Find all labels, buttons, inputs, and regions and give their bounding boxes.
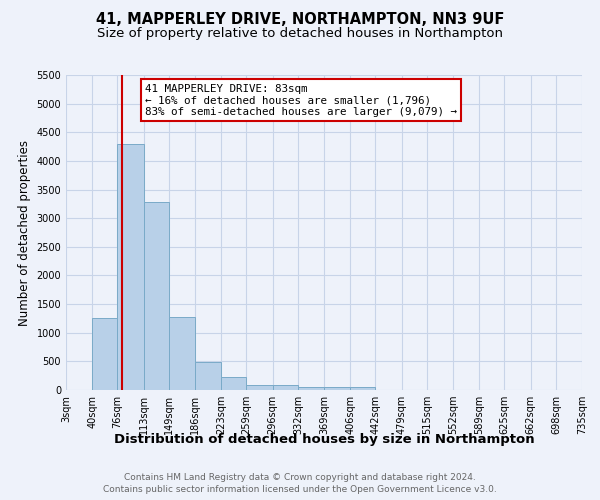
- Bar: [324, 387, 350, 390]
- Text: Distribution of detached houses by size in Northampton: Distribution of detached houses by size …: [113, 432, 535, 446]
- Bar: [350, 387, 376, 390]
- Text: 41, MAPPERLEY DRIVE, NORTHAMPTON, NN3 9UF: 41, MAPPERLEY DRIVE, NORTHAMPTON, NN3 9U…: [96, 12, 504, 28]
- Bar: [118, 144, 143, 390]
- Bar: [169, 316, 195, 390]
- Bar: [298, 387, 324, 390]
- Text: Contains public sector information licensed under the Open Government Licence v3: Contains public sector information licen…: [103, 485, 497, 494]
- Text: Size of property relative to detached houses in Northampton: Size of property relative to detached ho…: [97, 28, 503, 40]
- Bar: [143, 202, 169, 390]
- Y-axis label: Number of detached properties: Number of detached properties: [18, 140, 31, 326]
- Bar: [195, 362, 221, 390]
- Text: Contains HM Land Registry data © Crown copyright and database right 2024.: Contains HM Land Registry data © Crown c…: [124, 472, 476, 482]
- Bar: [221, 378, 247, 390]
- Bar: [272, 385, 298, 390]
- Text: 41 MAPPERLEY DRIVE: 83sqm
← 16% of detached houses are smaller (1,796)
83% of se: 41 MAPPERLEY DRIVE: 83sqm ← 16% of detac…: [145, 84, 457, 117]
- Bar: [92, 318, 118, 390]
- Bar: [247, 385, 272, 390]
